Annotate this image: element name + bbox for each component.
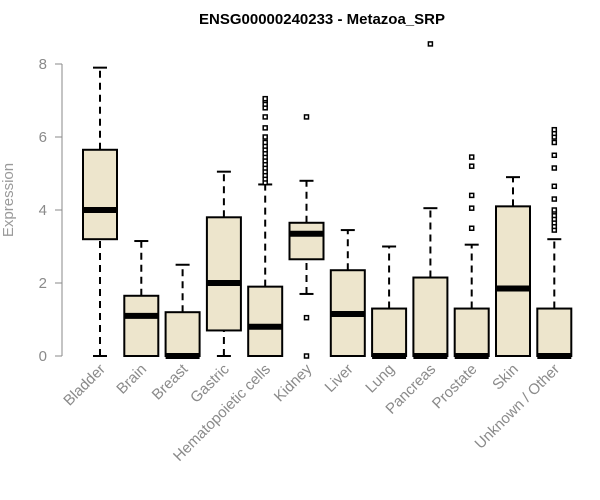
outlier-point <box>427 41 434 47</box>
iqr-box <box>495 205 531 357</box>
box-prostate <box>453 154 490 359</box>
outlier-point <box>468 192 475 199</box>
iqr-box <box>123 294 160 357</box>
box-liver <box>329 229 366 358</box>
outlier-point <box>468 163 475 169</box>
outlier-point <box>551 165 558 171</box>
x-tick-label: Lung <box>362 361 398 397</box>
iqr-box <box>453 307 490 357</box>
box-pancreas <box>412 41 449 359</box>
outlier-point <box>551 126 558 133</box>
outlier-point <box>303 353 310 359</box>
outlier-point <box>303 314 310 321</box>
box-hematopoietic-cells <box>247 95 284 357</box>
x-tick-label: Liver <box>322 361 357 396</box>
outlier-point <box>303 114 310 120</box>
y-tick-label: 2 <box>39 275 47 292</box>
box-skin <box>495 176 531 357</box>
x-tick-label: Breast <box>149 360 192 403</box>
outlier-point <box>551 207 558 213</box>
box-kidney <box>288 114 325 359</box>
iqr-box <box>247 285 284 357</box>
x-tick-label: Kidney <box>271 360 316 405</box>
box-bladder <box>82 66 118 357</box>
x-tick-label: Prostate <box>429 361 481 413</box>
chart-title: ENSG00000240233 - Metazoa_SRP <box>199 11 445 28</box>
y-axis-label: Expression <box>0 163 17 237</box>
outlier-point <box>551 196 558 202</box>
iqr-box <box>536 307 573 357</box>
outlier-point <box>551 139 558 146</box>
boxplot-series <box>82 41 573 359</box>
iqr-box <box>288 221 325 261</box>
outlier-point <box>468 154 475 160</box>
iqr-box <box>371 307 408 357</box>
outlier-point <box>262 125 268 131</box>
y-axis: 0 2 4 6 8 <box>39 56 63 365</box>
outlier-point <box>262 95 268 102</box>
iqr-box <box>164 311 201 358</box>
box-unknown-other <box>536 126 573 359</box>
box-breast <box>164 263 201 359</box>
iqr-box <box>412 276 449 357</box>
outlier-point <box>262 134 268 140</box>
outlier-point <box>262 139 268 146</box>
outlier-point <box>262 114 268 120</box>
x-tick-label: Brain <box>113 361 150 398</box>
outlier-point <box>551 152 558 158</box>
outlier-point <box>551 183 558 190</box>
x-tick-label: Skin <box>489 361 522 394</box>
box-lung <box>371 245 408 359</box>
box-gastric <box>205 170 242 357</box>
y-tick-label: 6 <box>39 129 47 146</box>
x-tick-label: Bladder <box>60 361 109 410</box>
box-brain <box>123 240 160 357</box>
y-tick-label: 0 <box>39 348 47 365</box>
y-tick-label: 4 <box>39 202 47 219</box>
y-tick-label: 8 <box>39 56 47 73</box>
outlier-point <box>468 205 475 211</box>
outlier-point <box>468 225 475 231</box>
iqr-box <box>205 216 242 332</box>
iqr-box <box>82 148 118 241</box>
